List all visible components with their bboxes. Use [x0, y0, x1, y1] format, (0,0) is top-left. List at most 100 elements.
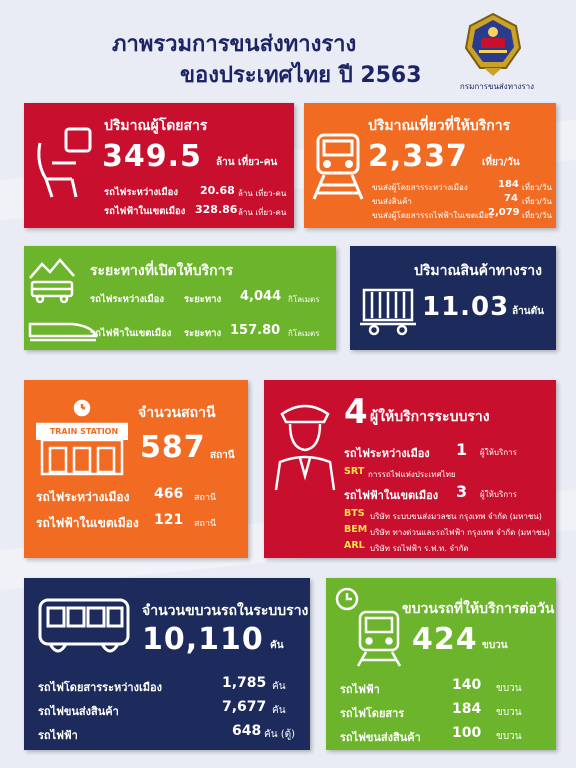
train-station-icon: [36, 399, 128, 476]
freight-wagon-icon: [360, 288, 416, 336]
stations-row-value: 121: [154, 512, 184, 528]
distance-row-label: รถไฟระหว่างเมือง: [90, 294, 164, 305]
trips-unit: เที่ยว/วัน: [482, 157, 520, 168]
trips-row-value: 74: [504, 193, 518, 204]
trips-row-label: ขนส่งผู้โดยสารรถไฟฟ้าในเขตเมือง: [372, 211, 493, 220]
daily-heading: ขบวนรถที่ให้บริการต่อวัน: [402, 601, 555, 617]
daily-row-value: 100: [452, 725, 482, 741]
stations-row-value: 466: [154, 486, 184, 502]
operator-name: บริษัท รถไฟฟ้า ร.ฟ.ท. จำกัด: [370, 544, 469, 553]
seat-icon: [37, 127, 92, 198]
fleet-panel: จำนวนขบวนรถในระบบราง 10,110 คัน รถไฟโดยส…: [24, 578, 310, 750]
passengers-row-unit: ล้าน เที่ยว-คน: [238, 208, 287, 217]
passengers-panel: ปริมาณผู้โดยสาร 349.5 ล้าน เที่ยว-คน รถไ…: [24, 103, 294, 228]
daily-row-unit: ขบวน: [496, 707, 522, 718]
fleet-row-value: 648: [232, 723, 262, 739]
freight-panel: ปริมาณสินค้าทางราง 11.03 ล้านตัน: [350, 246, 556, 350]
department-logo-icon: [464, 12, 522, 76]
stations-total: 587: [140, 430, 206, 465]
daily-row-unit: ขบวน: [496, 731, 522, 742]
passengers-row-value: 20.68: [200, 184, 235, 197]
train-front-icon: [356, 610, 402, 667]
passengers-total: 349.5: [102, 139, 202, 174]
fleet-unit: คัน: [270, 640, 284, 651]
fleet-total: 10,110: [142, 622, 264, 657]
operators-intercity-value: 1: [456, 440, 468, 459]
fleet-row-label: รถไฟฟ้า: [38, 729, 78, 742]
operators-urban-unit: ผู้ให้บริการ: [480, 490, 517, 499]
daily-row-label: รถไฟโดยสาร: [340, 707, 405, 720]
distance-row-value: 157.80: [230, 323, 281, 338]
operators-intercity-label: รถไฟระหว่างเมือง: [344, 447, 430, 460]
distance-row-sub: ระยะทาง: [184, 328, 222, 339]
station-sign-label: TRAIN STATION: [49, 427, 119, 436]
passengers-row-value: 328.86: [195, 203, 238, 216]
daily-row-label: รถไฟฟ้า: [340, 683, 380, 696]
operators-intercity-unit: ผู้ให้บริการ: [480, 448, 517, 457]
fleet-row-unit: คัน: [272, 705, 286, 716]
page-subtitle: ของประเทศไทย ปี 2563: [180, 63, 422, 88]
train-car-icon: [38, 598, 130, 653]
operator-code: BTS: [344, 508, 365, 519]
trips-row-unit: เที่ยว/วัน: [522, 183, 552, 192]
fleet-row-unit: คัน: [272, 681, 286, 692]
train-front-icon: [312, 133, 364, 200]
passengers-row-label: รถไฟฟ้าในเขตเมือง: [104, 206, 186, 217]
stations-row-unit: สถานี: [194, 493, 217, 503]
operator-name: การรถไฟแห่งประเทศไทย: [368, 470, 456, 479]
daily-row-value: 184: [452, 701, 482, 717]
distance-row-unit: กิโลเมตร: [288, 295, 320, 304]
daily-unit: ขบวน: [482, 640, 508, 651]
fleet-row-unit: คัน (ตู้): [264, 729, 296, 740]
stations-heading: จำนวนสถานี: [138, 405, 216, 421]
passengers-heading: ปริมาณผู้โดยสาร: [104, 118, 208, 134]
operator-code: ARL: [344, 540, 365, 551]
daily-row-unit: ขบวน: [496, 683, 522, 694]
trips-row-label: ขนส่งสินค้า: [372, 197, 412, 206]
fleet-row-value: 1,785: [222, 675, 267, 691]
stations-row-label: รถไฟฟ้าในเขตเมือง: [36, 516, 139, 530]
passengers-row-label: รถไฟระหว่างเมือง: [104, 187, 178, 198]
distance-row-value: 4,044: [240, 289, 282, 304]
logo-caption: กรมการขนส่งทางราง: [459, 82, 535, 91]
fleet-row-label: รถไฟโดยสารระหว่างเมือง: [38, 681, 162, 694]
operators-heading: ผู้ให้บริการระบบราง: [370, 409, 490, 425]
operators-panel: 4 ผู้ให้บริการระบบราง รถไฟระหว่างเมือง 1…: [264, 380, 556, 558]
fleet-row-label: รถไฟขนส่งสินค้า: [38, 705, 119, 718]
stations-unit: สถานี: [210, 450, 235, 461]
clock-icon: [335, 587, 359, 611]
highspeed-train-icon: [28, 322, 98, 342]
operators-count: 4: [344, 392, 369, 432]
operators-urban-value: 3: [456, 482, 468, 501]
trips-row-label: ขนส่งผู้โดยสารระหว่างเมือง: [372, 183, 468, 192]
conductor-icon: [274, 404, 336, 491]
operator-code: BEM: [344, 524, 368, 535]
page-title: ภาพรวมการขนส่งทางราง: [112, 32, 357, 57]
daily-row-label: รถไฟขนส่งสินค้า: [340, 731, 421, 744]
trips-row-value: 184: [498, 179, 519, 190]
distance-row-label: รถไฟฟ้าในเขตเมือง: [90, 328, 172, 339]
trips-panel: ปริมาณเที่ยวที่ให้บริการ 2,337 เที่ยว/วั…: [304, 103, 556, 228]
passengers-row-unit: ล้าน เที่ยว-คน: [238, 189, 287, 198]
daily-total: 424: [412, 622, 478, 657]
stations-row-unit: สถานี: [194, 519, 217, 529]
distance-row-sub: ระยะทาง: [184, 294, 222, 305]
operator-name: บริษัท ระบบขนส่งมวลชน กรุงเทพ จำกัด (มหา…: [370, 512, 542, 521]
trips-total: 2,337: [368, 139, 468, 174]
trips-row-unit: เที่ยว/วัน: [522, 211, 552, 220]
operators-urban-label: รถไฟฟ้าในเขตเมือง: [344, 489, 439, 502]
distance-heading: ระยะทางที่เปิดให้บริการ: [90, 263, 234, 279]
fleet-heading: จำนวนขบวนรถในระบบราง: [142, 603, 309, 619]
trips-heading: ปริมาณเที่ยวที่ให้บริการ: [368, 118, 511, 134]
daily-row-value: 140: [452, 677, 482, 693]
operator-name: บริษัท ทางด่วนและรถไฟฟ้า กรุงเทพ จำกัด (…: [370, 528, 550, 537]
fleet-row-value: 7,677: [222, 699, 267, 715]
daily-panel: ขบวนรถที่ให้บริการต่อวัน 424 ขบวน รถไฟฟ้…: [326, 578, 556, 750]
trips-row-unit: เที่ยว/วัน: [522, 197, 552, 206]
passengers-unit: ล้าน เที่ยว-คน: [216, 157, 278, 168]
operator-code: SRT: [344, 466, 365, 477]
stations-row-label: รถไฟระหว่างเมือง: [36, 490, 130, 504]
distance-panel: ระยะทางที่เปิดให้บริการ รถไฟระหว่างเมือง…: [24, 246, 336, 350]
mountain-train-icon: [29, 258, 75, 304]
distance-row-unit: กิโลเมตร: [288, 329, 320, 338]
